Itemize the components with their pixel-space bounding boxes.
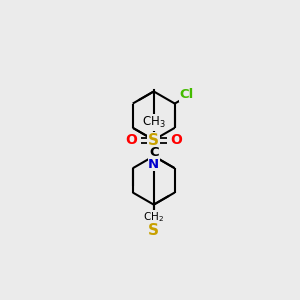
Text: CH$_3$: CH$_3$ (142, 115, 166, 130)
Text: O: O (125, 134, 137, 147)
Text: S: S (148, 133, 159, 148)
Text: C: C (149, 146, 159, 159)
Text: S: S (148, 223, 159, 238)
Text: Cl: Cl (179, 88, 194, 101)
Text: O: O (170, 134, 182, 147)
Text: N: N (148, 158, 159, 171)
Text: CH$_2$: CH$_2$ (143, 210, 164, 224)
